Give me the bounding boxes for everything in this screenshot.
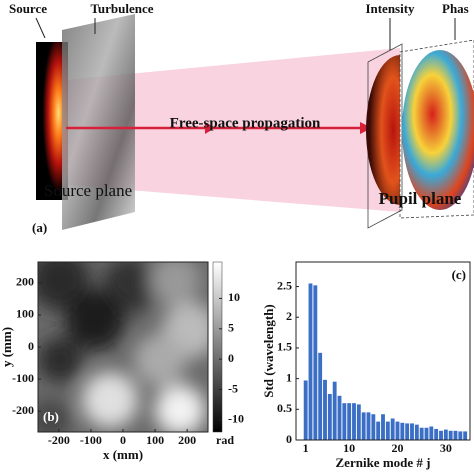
x-tick-label: 1 (303, 441, 309, 455)
arrowhead (205, 122, 215, 134)
bar (361, 412, 366, 440)
bar (332, 381, 337, 440)
bar (385, 421, 390, 440)
colorbar-tick-label: -10 (228, 412, 244, 426)
y-tick-label: 0.5 (277, 401, 292, 415)
bar (337, 395, 342, 440)
x-tick-label: 100 (146, 433, 164, 447)
x-axis-label: Zernike mode # j (336, 455, 431, 470)
arrowhead (360, 122, 372, 134)
y-tick-label: -100 (12, 371, 34, 385)
turbulence-label: Turbulence (90, 1, 153, 16)
colorbar-label: rad (216, 433, 234, 447)
bar (453, 430, 458, 440)
source-plane-label: Source plane (44, 181, 132, 200)
axes-frame (295, 261, 471, 441)
panel-a: Source Turbulence Intensity Phas Free-sp… (9, 1, 474, 235)
y-tick-label: 1 (286, 370, 292, 384)
intensity-frame (367, 43, 403, 229)
pointer (35, 17, 46, 39)
y-tick-label: 100 (16, 307, 34, 321)
panel-label: (a) (32, 220, 47, 235)
axes-frame (37, 261, 209, 433)
bar (376, 421, 381, 440)
y-tick-label: 2 (286, 309, 292, 323)
y-axis-label: y (mm) (0, 327, 14, 367)
x-tick-label: 10 (343, 441, 355, 455)
y-tick-label: 0 (286, 432, 292, 446)
x-tick-label: 30 (440, 441, 452, 455)
panel-label: (c) (452, 267, 466, 282)
x-tick-label: -100 (80, 433, 102, 447)
colorbar-tick-label: 0 (228, 351, 234, 365)
x-tick-label: -200 (48, 433, 70, 447)
bar (414, 424, 419, 440)
bar (313, 285, 318, 440)
pupil-plane-label: Pupil plane (379, 189, 462, 208)
bar (395, 421, 400, 440)
colorbar-tick-label: -5 (228, 381, 238, 395)
bar (424, 427, 429, 440)
bar (405, 423, 410, 440)
bar (410, 423, 414, 440)
bar (390, 418, 395, 440)
phase-label: Phas (442, 1, 469, 16)
intensity-label: Intensity (365, 1, 415, 16)
bar (356, 404, 361, 440)
bar (429, 426, 434, 440)
bar (303, 380, 308, 440)
phase-image (402, 50, 474, 210)
turbulence-screen (62, 14, 135, 230)
colorbar-tick-label: 10 (228, 290, 240, 304)
bar (434, 428, 439, 440)
bar (342, 403, 347, 440)
x-axis-label: x (mm) (103, 447, 143, 462)
bar (419, 427, 424, 440)
bar (308, 283, 313, 440)
y-axis-label: Std (wavelength) (261, 304, 276, 398)
bar (381, 414, 385, 440)
bar (347, 403, 352, 440)
bar (439, 430, 443, 440)
turbulence-map (38, 262, 208, 432)
bar (458, 431, 463, 440)
x-tick-label: 20 (392, 441, 404, 455)
bar (400, 422, 405, 440)
y-tick-label: -200 (12, 403, 34, 417)
colorbar (212, 261, 223, 433)
bar (318, 352, 323, 440)
panel-label: (b) (43, 409, 59, 424)
bar (443, 429, 448, 440)
y-tick-label: 200 (16, 275, 34, 289)
x-tick-label: 200 (178, 433, 196, 447)
bar (371, 414, 376, 440)
y-tick-label: 0 (28, 339, 34, 353)
bar (323, 379, 327, 440)
y-tick-label: 2.5 (277, 278, 292, 292)
propagation-label: Free-space propagation (170, 115, 321, 131)
bar (327, 393, 332, 440)
intensity-image (366, 55, 400, 205)
source-label: Source (9, 1, 47, 16)
bar (366, 412, 371, 440)
bar (463, 431, 468, 440)
bar (352, 403, 356, 440)
x-tick-label: 0 (120, 433, 126, 447)
y-tick-label: 1.5 (277, 340, 292, 354)
colorbar-tick-label: 5 (228, 321, 234, 335)
beam (66, 48, 400, 212)
bar (448, 430, 453, 440)
